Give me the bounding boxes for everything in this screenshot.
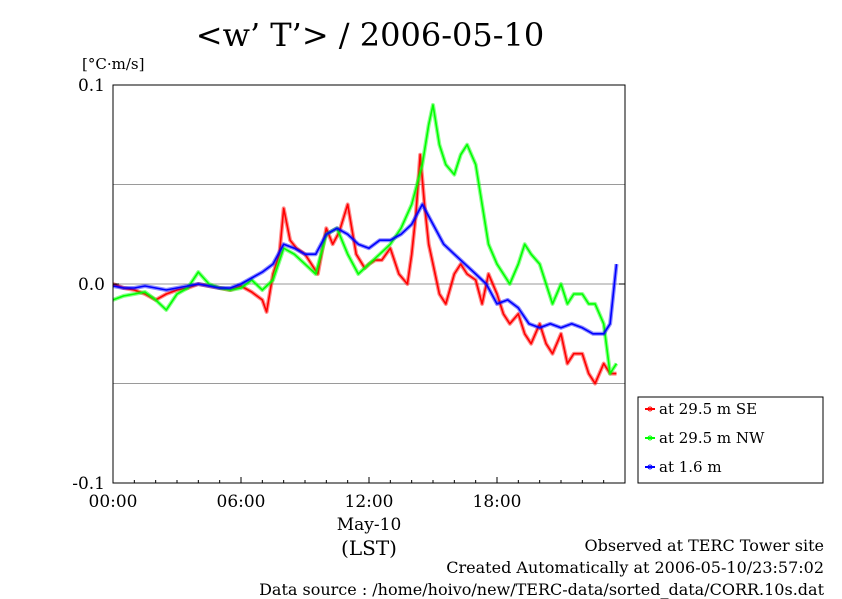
x-tick-label-3: 18:00 bbox=[473, 492, 522, 512]
x-tick-label-0: 00:00 bbox=[89, 492, 138, 512]
chart-title: <w’ T’> / 2006-05-10 bbox=[196, 16, 545, 54]
legend-box bbox=[637, 396, 824, 484]
legend-label-2: at 1.6 m bbox=[659, 458, 722, 476]
x-axis: 00:00 06:00 12:00 18:00 bbox=[89, 477, 605, 512]
footer-source: Data source : /home/hoivo/new/TERC-data/… bbox=[259, 580, 824, 599]
legend-marker-1 bbox=[647, 435, 653, 441]
x-tick-label-2: 12:00 bbox=[345, 492, 394, 512]
legend-marker-0 bbox=[647, 406, 653, 412]
legend-marker-2 bbox=[647, 464, 653, 470]
legend: at 29.5 m SE at 29.5 m NW at 1.6 m bbox=[637, 396, 824, 484]
series-line-2 bbox=[112, 203, 618, 335]
legend-label-0: at 29.5 m SE bbox=[659, 400, 757, 418]
y-tick-label-0: -0.1 bbox=[72, 474, 105, 494]
y-tick-label-2: 0.1 bbox=[78, 76, 105, 96]
date-label: May-10 bbox=[337, 515, 402, 535]
footer-site: Observed at TERC Tower site bbox=[584, 536, 825, 555]
x-tick-label-1: 06:00 bbox=[217, 492, 266, 512]
y-axis-unit: [°C·m/s] bbox=[82, 55, 144, 73]
y-axis: -0.1 0.0 0.1 bbox=[72, 76, 625, 494]
footer-created: Created Automatically at 2006-05-10/23:5… bbox=[446, 558, 824, 577]
y-tick-label-1: 0.0 bbox=[78, 275, 105, 295]
legend-label-1: at 29.5 m NW bbox=[659, 429, 765, 447]
series-layer bbox=[112, 102, 619, 386]
x-axis-label: (LST) bbox=[341, 536, 397, 560]
series-line-1 bbox=[112, 104, 618, 375]
